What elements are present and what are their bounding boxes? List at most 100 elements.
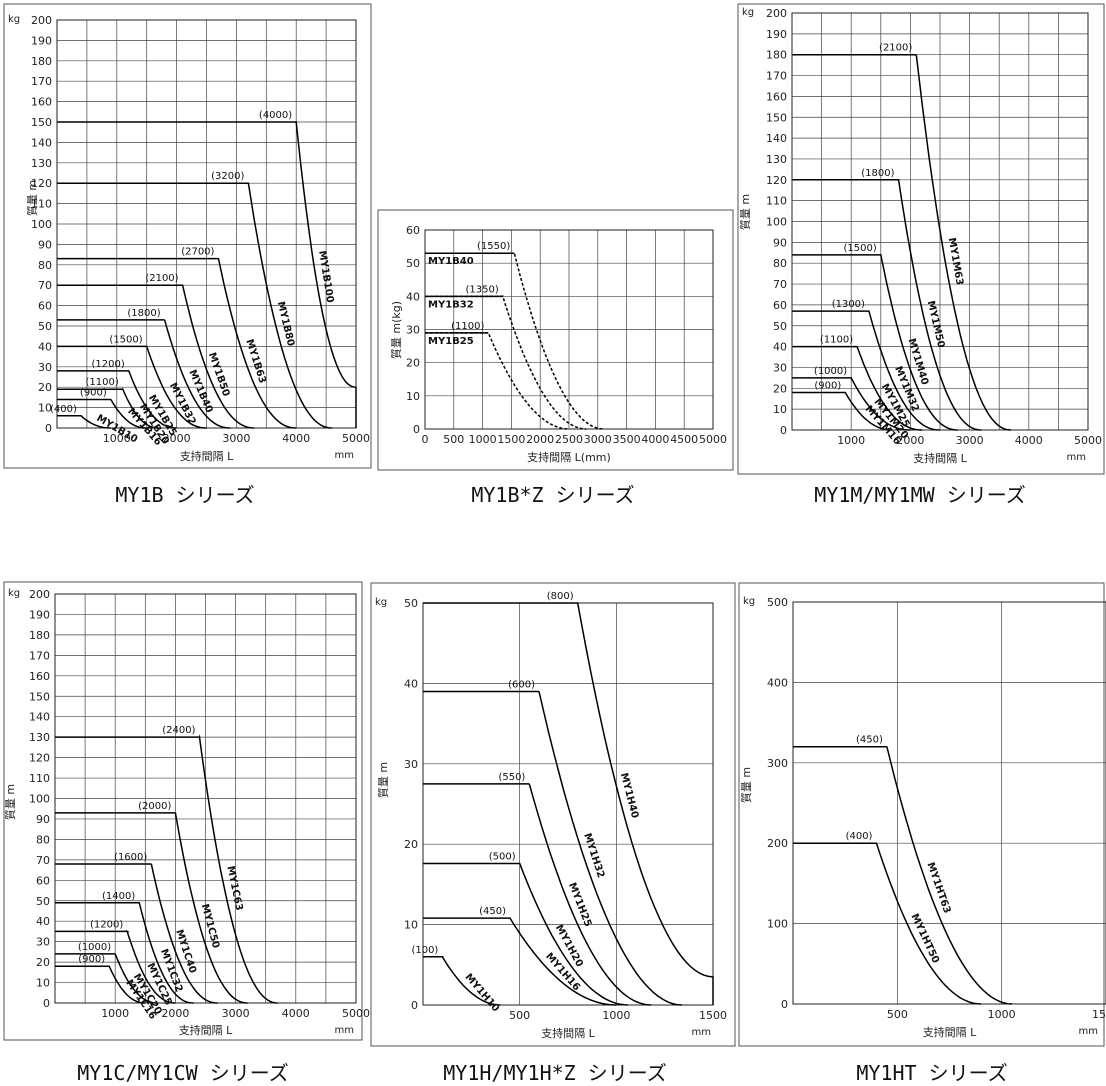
chart-my1bz: 0 10 20 30 40 50 60 0 500 1000 1500 2000 2500 3000 350… xyxy=(377,209,734,507)
series-line xyxy=(792,254,958,431)
x-unit-label: mm xyxy=(1067,452,1086,463)
x-tick-label: 0 xyxy=(422,433,429,446)
y-tick-label: 40 xyxy=(36,915,50,928)
series-label: MY1H40 xyxy=(618,772,640,820)
series-line xyxy=(792,391,893,431)
series-line xyxy=(55,929,176,1004)
x-tick-label: 4000 xyxy=(1015,434,1043,447)
y-tick-label: 160 xyxy=(31,96,52,109)
chart-frame xyxy=(738,582,1105,1047)
series-line xyxy=(793,745,1013,1005)
x-unit-label: mm xyxy=(335,1025,354,1036)
knee-label: (1000) xyxy=(78,942,111,953)
x-tick-label: 4500 xyxy=(670,433,698,446)
knee-label: (4000) xyxy=(259,110,292,121)
knee-label: (1500) xyxy=(844,243,877,254)
series-my1ht63: (450)MY1HT63 xyxy=(793,735,1013,1005)
y-tick-label: 0 xyxy=(45,422,52,435)
knee-label: (2400) xyxy=(162,725,195,736)
series-line xyxy=(55,953,158,1004)
y-tick-label: 0 xyxy=(781,998,788,1011)
y-tick-label: 140 xyxy=(31,136,52,149)
x-tick-label: 1000 xyxy=(837,434,865,447)
series-line xyxy=(57,257,297,429)
knee-label: (450) xyxy=(479,906,506,917)
series-my1c32: (1400)MY1C32 xyxy=(55,891,194,1004)
knee-label: (1300) xyxy=(832,299,865,310)
chart-frame xyxy=(3,581,363,1041)
y-unit-label: kg xyxy=(375,597,387,608)
series-line xyxy=(423,956,501,1006)
knee-label: (2000) xyxy=(138,801,171,812)
chart-my1h: 0 10 20 30 40 50 500 1000 1500 kg mm 質量 m 支持間隔 L MY1H… xyxy=(370,582,736,1085)
x-axis-label: 支持間隔 L xyxy=(179,1023,233,1037)
x-tick-label: 500 xyxy=(509,1009,530,1022)
y-tick-label: 80 xyxy=(38,259,52,272)
y-tick-label: 200 xyxy=(766,7,787,20)
y-tick-label: 120 xyxy=(29,752,50,765)
series-label: MY1B25 xyxy=(428,336,474,347)
y-tick-label: 20 xyxy=(773,382,787,395)
y-axis-label: 質量 m xyxy=(25,180,39,216)
x-tick-label: 4000 xyxy=(282,1007,310,1020)
chart-my1b: 0 10 20 30 40 50 60 70 80 90 100 110 120 130 140 150 160… xyxy=(3,3,372,507)
knee-label: (1550) xyxy=(477,241,510,252)
x-axis-label: 支持間隔 L xyxy=(541,1026,595,1040)
series-label: MY1C50 xyxy=(199,903,221,950)
x-tick-label: 1000 xyxy=(469,433,497,446)
y-tick-label: 180 xyxy=(766,49,787,62)
y-tick-label: 180 xyxy=(31,55,52,68)
series-line xyxy=(57,398,147,429)
series-line xyxy=(425,251,604,430)
plot-area xyxy=(792,601,1106,1005)
x-tick-label: 500 xyxy=(443,433,464,446)
y-tick-label: 500 xyxy=(767,596,788,609)
y-tick-label: 40 xyxy=(38,340,52,353)
series-my1h10: (100) MY1H10 xyxy=(411,945,501,1014)
y-unit-label: kg xyxy=(742,7,754,18)
series-my1b25: (1100) MY1B25 xyxy=(425,321,570,430)
series-line xyxy=(792,53,1012,431)
y-tick-label: 30 xyxy=(38,361,52,374)
knee-label: (900) xyxy=(814,380,841,391)
series-my1b10: (400)MY1B10 xyxy=(50,404,139,446)
grid xyxy=(792,601,1106,1005)
x-tick-label: 1500 xyxy=(1092,1008,1106,1021)
series-line xyxy=(57,387,159,429)
x-tick-label: 2000 xyxy=(161,1007,189,1020)
x-tick-label: 2500 xyxy=(555,433,583,446)
y-tick-label: 90 xyxy=(38,238,52,251)
knee-label: (800) xyxy=(547,591,574,602)
chart-frame xyxy=(3,3,372,469)
y-tick-label: 130 xyxy=(29,731,50,744)
knee-label: (1000) xyxy=(814,366,847,377)
y-tick-label: 100 xyxy=(29,793,50,806)
y-unit-label: kg xyxy=(8,588,20,599)
series-line xyxy=(423,783,652,1006)
y-tick-label: 150 xyxy=(766,111,787,124)
series-line xyxy=(55,812,248,1004)
y-tick-label: 120 xyxy=(766,174,787,187)
y-tick-label: 60 xyxy=(36,874,50,887)
x-tick-label: 2000 xyxy=(526,433,554,446)
series-line xyxy=(55,863,218,1004)
knee-label: (1200) xyxy=(91,359,124,370)
y-tick-label: 70 xyxy=(773,278,787,291)
x-tick-label: 4000 xyxy=(641,433,669,446)
series-line xyxy=(792,310,941,431)
knee-label: (1100) xyxy=(451,321,484,332)
knee-label: (1400) xyxy=(102,891,135,902)
y-tick-label: 0 xyxy=(413,423,420,436)
y-tick-label: 110 xyxy=(766,195,787,208)
y-axis-label: 質量 m xyxy=(739,767,753,803)
y-tick-label: 120 xyxy=(31,177,52,190)
series-my1b32: (1350) MY1B32 xyxy=(425,284,587,430)
y-tick-label: 170 xyxy=(31,75,52,88)
series-label: MY1H10 xyxy=(463,972,502,1014)
y-tick-label: 150 xyxy=(29,690,50,703)
x-tick-label: 5000 xyxy=(699,433,727,446)
knee-label: (2100) xyxy=(879,43,912,54)
chart-caption: MY1B シリーズ xyxy=(115,483,254,507)
y-axis-label: 質量 m xyxy=(376,762,390,798)
y-tick-label: 50 xyxy=(36,895,50,908)
